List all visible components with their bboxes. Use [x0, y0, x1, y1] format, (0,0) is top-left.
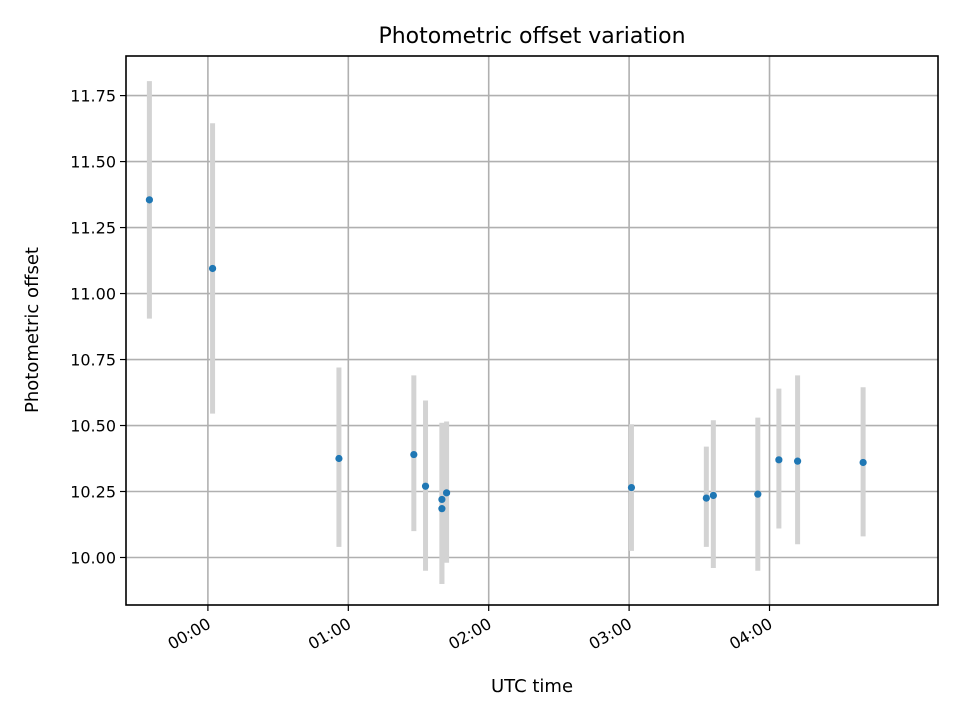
- data-point: [709, 491, 717, 500]
- y-tick-label: 11.75: [70, 87, 116, 106]
- y-axis-label: Photometric offset: [22, 247, 43, 413]
- point-layer: [145, 196, 867, 513]
- data-point: [335, 454, 343, 463]
- errorbar-layer: [146, 81, 866, 584]
- chart-title: Photometric offset variation: [378, 24, 685, 49]
- y-tick-label: 11.25: [70, 219, 116, 238]
- plot-frame: [125, 55, 939, 606]
- data-point: [438, 505, 446, 513]
- y-tick-label: 10.50: [70, 417, 116, 436]
- y-tick-label: 10.25: [70, 483, 116, 502]
- data-point: [145, 196, 154, 204]
- data-point: [859, 458, 867, 467]
- y-tick-label: 11.50: [70, 153, 116, 172]
- data-point: [754, 490, 762, 498]
- x-tick-label: 04:00: [726, 614, 775, 654]
- data-point: [702, 494, 710, 502]
- data-point: [627, 483, 636, 492]
- x-tick-label: 00:00: [164, 614, 213, 654]
- x-tick-label: 03:00: [586, 614, 635, 654]
- data-point: [775, 456, 783, 464]
- data-point: [410, 450, 418, 459]
- x-tick-label: 01:00: [305, 614, 354, 654]
- x-axis-label: UTC time: [491, 676, 573, 697]
- data-point: [793, 457, 802, 465]
- data-point: [421, 482, 430, 490]
- y-tick-label: 10.75: [70, 351, 116, 370]
- tick-layer: 00:00 01:00 02:00 03:00 04:00 10.00 10.25 10.50…: [70, 87, 775, 654]
- y-tick-label: 11.00: [70, 285, 116, 304]
- data-point: [208, 264, 217, 273]
- y-tick-label: 10.00: [70, 548, 116, 567]
- data-point: [438, 495, 446, 504]
- grid-layer: [126, 56, 938, 605]
- data-point: [442, 489, 451, 497]
- x-tick-label: 02:00: [445, 614, 494, 654]
